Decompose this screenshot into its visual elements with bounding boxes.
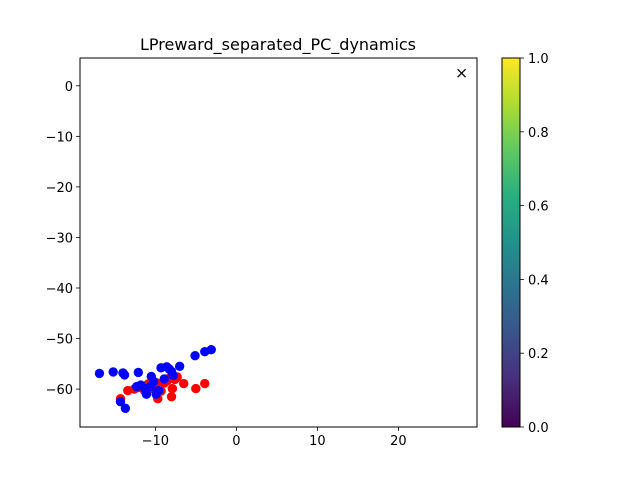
scatter-point (132, 381, 142, 392)
colorbar-tick-label: 0.4 (528, 273, 549, 288)
colorbar-tick-label: 0.6 (528, 200, 549, 215)
x-tick-label: −10 (142, 434, 169, 449)
y-tick-label: −10 (46, 130, 73, 145)
scatter-point (200, 378, 210, 389)
x-marker (457, 68, 467, 78)
y-tick-label: 0 (65, 80, 73, 95)
colorbar-tick-label: 1.0 (528, 52, 549, 67)
colorbar-ticks: 0.0 0.2 0.4 0.6 0.8 1.0 (520, 52, 549, 436)
colorbar-tick-label: 0.2 (528, 347, 549, 362)
scatter-point (115, 397, 126, 407)
scatter-point (141, 389, 152, 399)
scatter-point (166, 391, 177, 402)
scatter-point (206, 344, 216, 355)
scatter-point (120, 403, 131, 413)
scatter-point (108, 367, 118, 377)
scatter-point (174, 361, 185, 372)
scatter-point (191, 383, 201, 394)
y-tick-label: −40 (46, 282, 73, 297)
y-tick-label: −30 (46, 231, 73, 246)
y-tick-label: −60 (46, 383, 73, 398)
plot-area: −10 0 10 20 0 −10 −20 −30 −40 −50 −60 (46, 57, 478, 449)
axes-frame (79, 57, 478, 428)
scatter-point (168, 370, 178, 381)
scatter-point (159, 374, 169, 384)
scatter-point (133, 367, 144, 378)
y-tick-label: −20 (46, 181, 73, 196)
x-marker-stroke (457, 68, 467, 78)
x-tick-label: 10 (309, 434, 326, 449)
scatter-point (94, 368, 105, 379)
colorbar-tick-label: 0.0 (528, 421, 549, 436)
scatter-point (179, 378, 189, 389)
scatter-point (145, 381, 156, 392)
scatter-point (167, 383, 178, 394)
x-tick-label: 0 (232, 434, 240, 449)
scatter-point (119, 370, 130, 380)
chart-title: LPreward_separated_PC_dynamics (140, 35, 416, 55)
colorbar-gradient (502, 58, 520, 427)
scatter-point (153, 385, 164, 396)
colorbar-frame (501, 57, 521, 428)
x-tick-label: 20 (390, 434, 407, 449)
colorbar-tick-label: 0.8 (528, 126, 549, 141)
y-tick-label: −50 (46, 333, 73, 348)
scatter-point (190, 351, 200, 361)
